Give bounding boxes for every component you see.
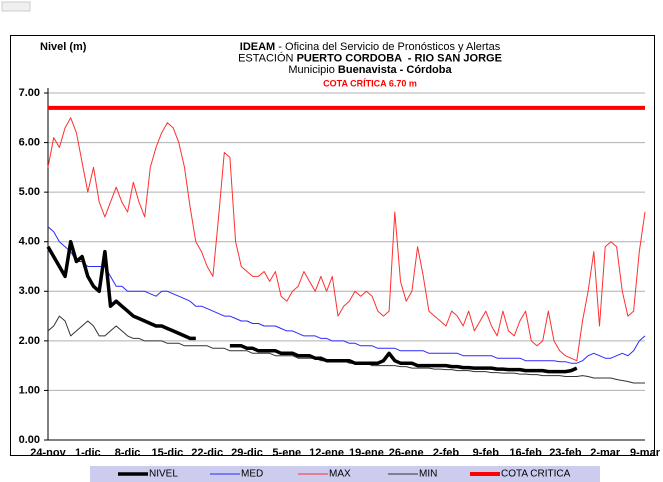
x-tick-label: 1-dic xyxy=(75,447,101,459)
x-tick-label: 22-dic xyxy=(191,447,223,459)
x-tick-label: 2-mar xyxy=(590,447,621,459)
chart-title: ESTACIÓN PUERTO CORDOBA - RIO SAN JORGE xyxy=(238,51,502,64)
x-tick-label: 9-mar xyxy=(630,447,661,459)
x-tick-label: 15-dic xyxy=(152,447,184,459)
x-tick-label: 23-feb xyxy=(549,447,582,459)
title-segment: Buenavista - Córdoba xyxy=(338,64,453,76)
x-tick-label: 2-feb xyxy=(433,447,460,459)
y-tick-label: 5.00 xyxy=(19,186,40,198)
legend-label: MIN xyxy=(419,469,437,480)
legend-label: COTA CRITICA xyxy=(501,469,571,480)
y-tick-label: 7.00 xyxy=(19,87,40,99)
y-tick-label: 3.00 xyxy=(19,285,40,297)
y-tick-label: 2.00 xyxy=(19,335,40,347)
x-tick-label: 29-dic xyxy=(231,447,263,459)
series-line xyxy=(46,239,578,374)
series-line xyxy=(47,117,646,362)
annotation: COTA CRÍTICA 6.70 m xyxy=(323,78,417,88)
series-line xyxy=(47,226,646,364)
x-tick-label: 26-ene xyxy=(389,447,424,459)
x-tick-label: 24-nov xyxy=(30,447,66,459)
chart-title: IDEAM - Oficina del Servicio de Pronósti… xyxy=(240,41,501,53)
title-segment: - Oficina del Servicio de Pronósticos y … xyxy=(275,41,500,53)
toolbar-icon xyxy=(1,1,31,12)
chart-frame xyxy=(10,35,655,456)
y-tick-label: 0.00 xyxy=(19,434,40,446)
x-tick-label: 16-feb xyxy=(509,447,542,459)
legend-label: MED xyxy=(241,469,263,480)
x-tick-label: 19-ene xyxy=(349,447,384,459)
x-tick-label: 12-ene xyxy=(309,447,344,459)
y-tick-label: 4.00 xyxy=(19,236,40,248)
title-segment: IDEAM xyxy=(240,41,275,53)
legend-box xyxy=(90,466,600,482)
title-segment: ESTACIÓN xyxy=(238,51,296,64)
x-tick-label: 9-feb xyxy=(473,447,500,459)
y-axis-label: Nivel (m) xyxy=(40,41,87,53)
chart-title: Municipio Buenavista - Córdoba xyxy=(288,64,452,76)
legend-label: NIVEL xyxy=(149,469,178,480)
y-tick-label: 6.00 xyxy=(19,136,40,148)
x-tick-label: 5-ene xyxy=(272,447,301,459)
title-segment: Municipio xyxy=(288,64,338,76)
title-segment: PUERTO CORDOBA - RIO SAN JORGE xyxy=(297,52,502,64)
y-tick-label: 1.00 xyxy=(19,384,40,396)
x-tick-label: 8-dic xyxy=(115,447,141,459)
legend-label: MAX xyxy=(329,469,351,480)
